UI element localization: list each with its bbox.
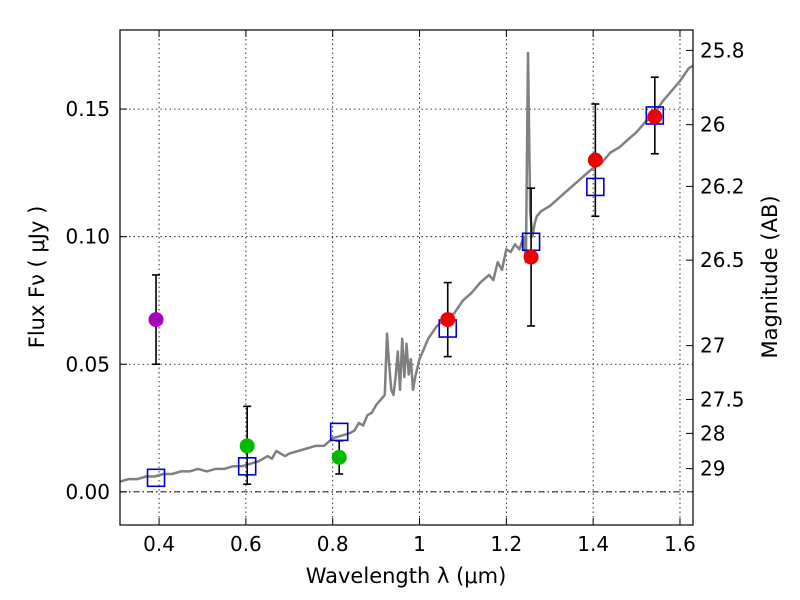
x-tick-label: 0.6 xyxy=(230,532,262,556)
x-tick-label: 0.8 xyxy=(317,532,349,556)
observed-point xyxy=(331,449,347,465)
observed-point xyxy=(239,438,255,454)
y-tick-label: 0.10 xyxy=(65,225,110,249)
x-tick-label: 1.2 xyxy=(490,532,522,556)
y-tick-label: 0.05 xyxy=(65,352,110,376)
x-axis-title: Wavelength λ (μm) xyxy=(306,564,507,588)
spectrum-line xyxy=(119,51,694,483)
plot-frame xyxy=(119,29,694,526)
observed-point xyxy=(587,152,603,168)
y-tick-label: 0.15 xyxy=(65,97,110,121)
x-tick-label: 0.4 xyxy=(143,532,175,556)
observed-point xyxy=(148,312,164,328)
right-axis-tick-label: 26 xyxy=(700,113,725,137)
right-axis-title: Magnitude (AB) xyxy=(758,195,782,358)
model-square-point xyxy=(329,422,349,442)
y-axis-title: Flux Fν ( μJy ) xyxy=(25,206,49,349)
model-square-point xyxy=(237,457,257,476)
axis-ticks: 0.4 0.6 0.8 1 1.2 1.4 1.6 0.00 0.05 0.10 0.15 25.8 2… xyxy=(65,30,745,556)
y-tick-label: 0.00 xyxy=(65,480,110,504)
x-tick-label: 1 xyxy=(413,532,426,556)
x-tick-label: 1.4 xyxy=(577,532,609,556)
model-square-point xyxy=(146,468,166,488)
observed-point xyxy=(647,109,663,125)
right-axis-tick-label: 27.5 xyxy=(700,387,745,411)
model-square-point xyxy=(586,177,605,197)
grid xyxy=(120,30,693,525)
plot-area xyxy=(119,51,694,488)
right-axis-tick-label: 28 xyxy=(700,421,725,445)
observed-point xyxy=(440,312,456,328)
right-axis-tick-label: 26.2 xyxy=(700,174,745,198)
observed-point xyxy=(523,249,539,265)
right-axis-tick-label: 26.5 xyxy=(700,248,745,272)
right-axis-tick-label: 29 xyxy=(700,457,725,481)
x-tick-label: 1.6 xyxy=(664,532,696,556)
right-axis-tick-label: 27 xyxy=(700,334,725,358)
right-axis-tick-label: 25.8 xyxy=(700,38,745,62)
